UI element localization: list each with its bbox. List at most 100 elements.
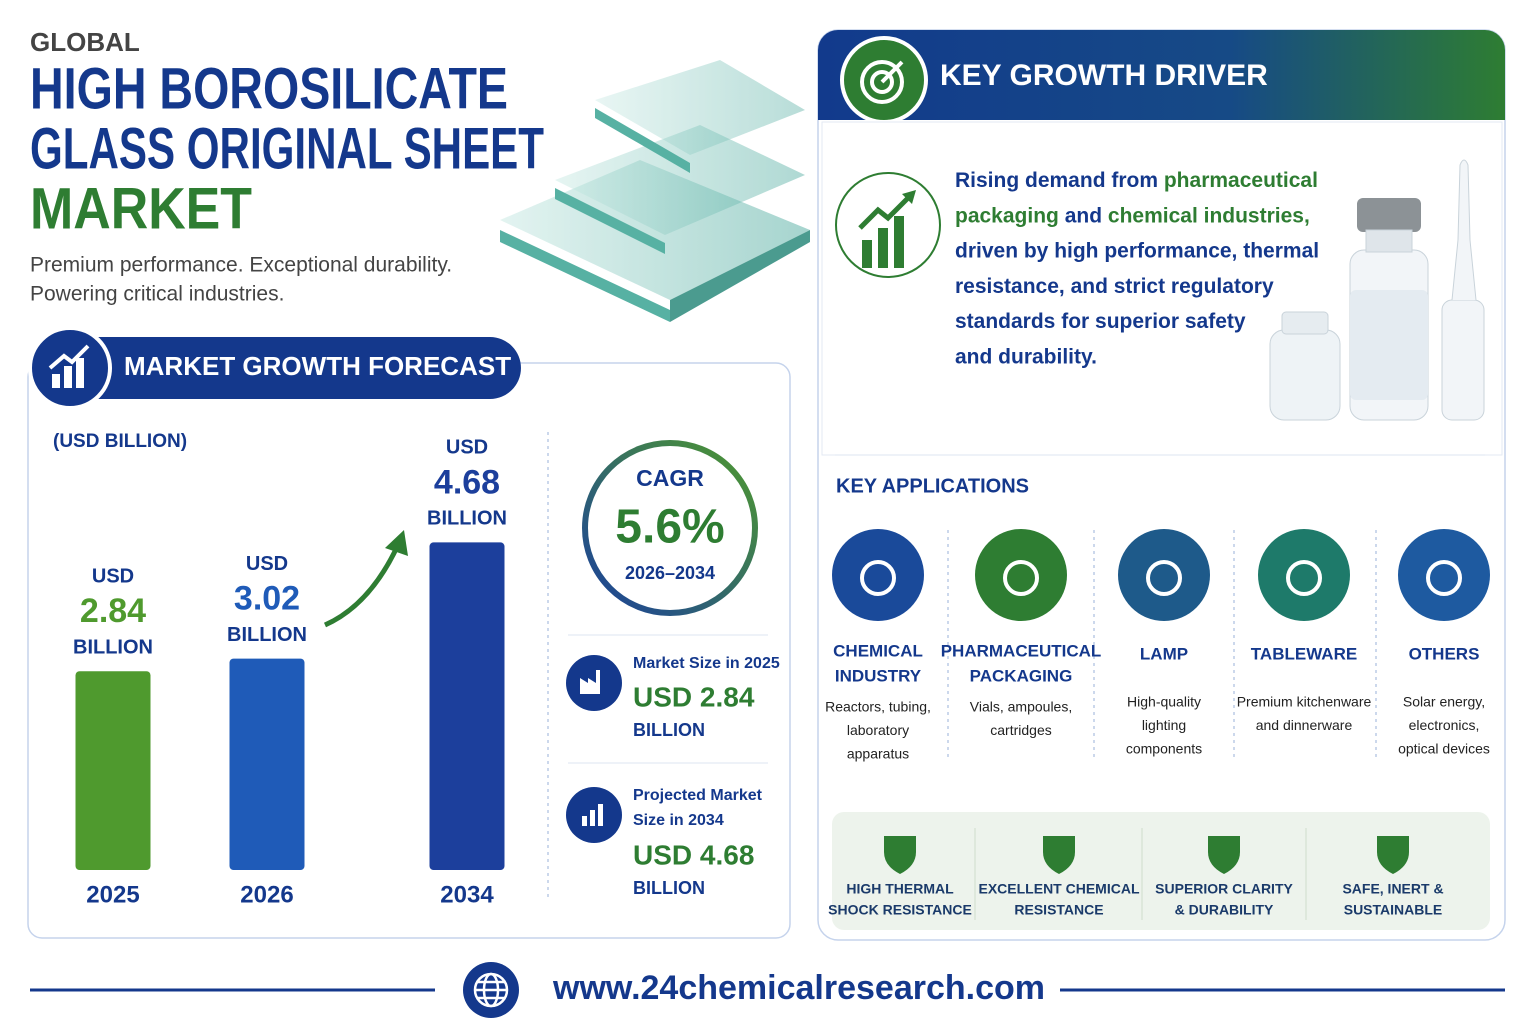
feature-text: SUPERIOR CLARITY [1155, 881, 1293, 897]
target-glyph [860, 60, 904, 104]
cagr-ring [582, 440, 758, 616]
app-desc: Vials, ampoules, [970, 699, 1072, 715]
app-desc: cartridges [990, 722, 1051, 738]
stat-value: USD 4.68 [633, 839, 754, 870]
driver-text: driven by high performance, thermal [955, 239, 1319, 262]
driver-line: packaging and chemical industries, [955, 204, 1310, 227]
forecast-header [60, 337, 521, 399]
feature-text: & DURABILITY [1175, 902, 1274, 918]
growth-glyph [582, 804, 603, 826]
cagr-label: CAGR [636, 465, 704, 491]
app-desc: lighting [1142, 717, 1186, 733]
growth-arrow [323, 543, 401, 628]
value-suffix: BILLION [427, 508, 507, 530]
app-desc: High-quality [1127, 694, 1201, 710]
stat-label: Projected Market [633, 787, 763, 804]
vials-illustration [1269, 159, 1485, 421]
section-title: KEY GROWTH DRIVER [940, 59, 1268, 92]
driver-text: chemical industries, [1108, 204, 1310, 227]
value-label: 2.84 [80, 592, 146, 630]
app-desc: and dinnerware [1256, 717, 1353, 733]
driver-glyph [858, 190, 916, 268]
bar [229, 658, 305, 870]
stat-label: Size in 2034 [633, 812, 724, 829]
feature-icon [1208, 836, 1240, 874]
stat-unit: BILLION [633, 878, 705, 898]
app-icon [832, 529, 924, 621]
driver-text: resistance, and strict regulatory [955, 274, 1274, 297]
app-name: OTHERS [1409, 644, 1480, 663]
value-prefix: USD [446, 437, 488, 459]
driver-header [818, 30, 1505, 120]
driver-text: Rising demand from [955, 169, 1164, 192]
stat-unit: BILLION [633, 720, 705, 740]
app-icon [1118, 529, 1210, 621]
feature-text: HIGH THERMAL [846, 881, 954, 897]
glass-illustration [500, 60, 810, 322]
tagline: Powering critical industries. [30, 283, 284, 306]
app-name: LAMP [1140, 644, 1188, 663]
feature-text: EXCELLENT CHEMICAL [979, 881, 1140, 897]
x-tick-label: 2026 [240, 881, 293, 908]
value-suffix: BILLION [227, 624, 307, 646]
app-icon [1258, 529, 1350, 621]
app-dividers [947, 530, 1377, 760]
app-glyph [1003, 560, 1039, 596]
growth-arrow-head [385, 530, 408, 556]
app-icon [1398, 529, 1490, 621]
app-glyph [1426, 560, 1462, 596]
feature-text: SUSTAINABLE [1344, 902, 1443, 918]
driver-text: packaging [955, 204, 1059, 227]
title: GLASS ORIGINAL SHEET [30, 116, 544, 181]
feature-dividers [974, 828, 1307, 920]
section-title: KEY APPLICATIONS [836, 475, 1029, 497]
driver-text: pharmaceutical [1164, 169, 1318, 192]
app-desc: components [1126, 741, 1202, 757]
features-box [832, 812, 1490, 930]
globe-glyph [473, 972, 509, 1008]
cagr-period: 2026–2034 [625, 563, 715, 583]
app-desc: laboratory [847, 722, 909, 738]
app-desc: Premium kitchenware [1237, 694, 1372, 710]
feature-icon [1043, 836, 1075, 874]
app-name: PHARMACEUTICAL [941, 641, 1102, 660]
app-desc: Solar energy, [1403, 694, 1485, 710]
stat-label: Market Size in 2025 [633, 655, 780, 672]
driver-line: and durability. [955, 345, 1097, 368]
driver-text: standards for superior safety [955, 310, 1246, 333]
driver-text: and durability. [955, 345, 1097, 368]
title: MARKET [30, 176, 252, 241]
app-desc: apparatus [847, 746, 909, 762]
app-glyph [1286, 560, 1322, 596]
eyebrow: GLOBAL [30, 27, 140, 57]
feature-icon [1377, 836, 1409, 874]
section-title: MARKET GROWTH FORECAST [124, 351, 511, 381]
feature-text: SAFE, INERT & [1342, 881, 1443, 897]
x-tick-label: 2025 [86, 881, 139, 908]
bar [429, 542, 505, 870]
feature-icon [884, 836, 916, 874]
value-prefix: USD [92, 565, 134, 587]
unit-label: (USD BILLION) [53, 431, 187, 452]
value-prefix: USD [246, 553, 288, 575]
feature-text: RESISTANCE [1014, 902, 1103, 918]
app-name: TABLEWARE [1251, 644, 1357, 663]
app-desc: Reactors, tubing, [825, 699, 931, 715]
title: HIGH BOROSILICATE [30, 56, 508, 121]
value-suffix: BILLION [73, 636, 153, 658]
value-label: 3.02 [234, 580, 300, 618]
driver-line: standards for superior safety [955, 310, 1246, 333]
value-label: 4.68 [434, 463, 500, 501]
app-desc: optical devices [1398, 741, 1490, 757]
tagline: Premium performance. Exceptional durabil… [30, 254, 452, 277]
factory-glyph [580, 670, 600, 694]
stat-value: USD 2.84 [633, 681, 755, 712]
app-icon [975, 529, 1067, 621]
driver-line: driven by high performance, thermal [955, 239, 1319, 262]
footer-url: www.24chemicalresearch.com [552, 969, 1045, 1007]
driver-text: and [1059, 204, 1108, 227]
app-glyph [1146, 560, 1182, 596]
app-desc: electronics, [1409, 717, 1480, 733]
